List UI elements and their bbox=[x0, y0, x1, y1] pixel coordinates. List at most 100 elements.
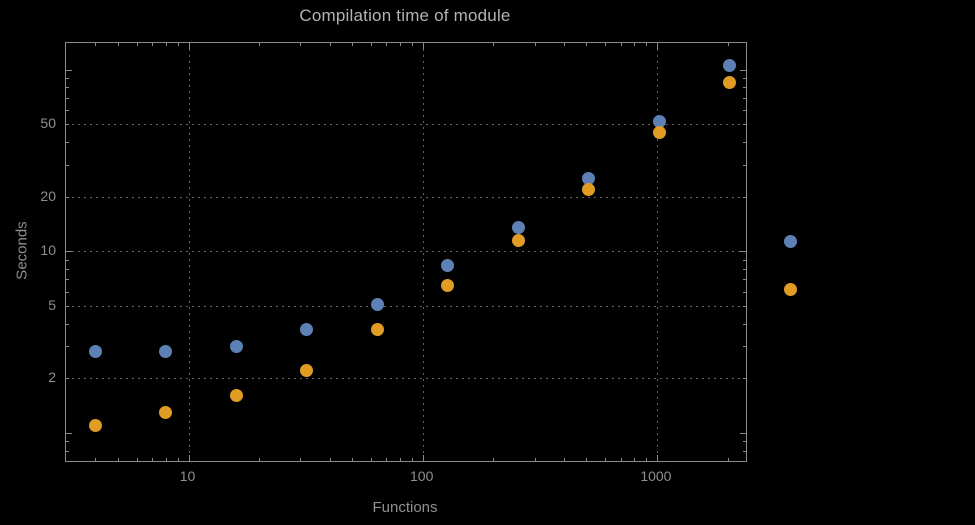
x-minor-tick bbox=[386, 43, 388, 46]
x-minor-tick bbox=[95, 43, 97, 46]
y-major-tick bbox=[66, 69, 72, 71]
x-minor-tick bbox=[95, 458, 97, 461]
data-point-orange-series bbox=[652, 126, 666, 139]
x-minor-tick bbox=[329, 43, 331, 46]
data-point-blue-series bbox=[511, 221, 525, 234]
gridline-y-50 bbox=[66, 124, 746, 126]
y-major-tick bbox=[740, 432, 746, 434]
gridline-y-20 bbox=[66, 196, 746, 198]
legend-marker-orange-series bbox=[784, 283, 797, 296]
y-minor-tick bbox=[743, 196, 746, 198]
y-minor-tick bbox=[66, 259, 69, 261]
data-point-blue-series bbox=[300, 323, 314, 337]
y-major-tick bbox=[66, 432, 72, 434]
y-minor-tick bbox=[66, 279, 69, 281]
y-minor-tick bbox=[743, 141, 746, 143]
y-minor-tick bbox=[66, 87, 69, 89]
x-minor-tick bbox=[370, 458, 372, 461]
data-point-orange-series bbox=[300, 364, 314, 378]
y-minor-tick bbox=[743, 164, 746, 166]
x-minor-tick bbox=[259, 458, 260, 461]
x-minor-tick bbox=[386, 458, 388, 461]
y-minor-tick bbox=[66, 378, 69, 380]
y-minor-tick bbox=[743, 346, 746, 348]
x-minor-tick bbox=[300, 458, 302, 461]
y-minor-tick bbox=[743, 291, 746, 293]
x-major-tick bbox=[422, 43, 424, 49]
y-tick-label: 50 bbox=[40, 115, 56, 132]
x-tick-label: 10 bbox=[179, 468, 196, 484]
y-minor-tick bbox=[743, 268, 746, 270]
y-minor-tick bbox=[743, 124, 746, 126]
x-minor-tick bbox=[727, 458, 729, 461]
y-minor-tick bbox=[66, 305, 69, 307]
y-tick-label: 5 bbox=[48, 296, 56, 313]
y-minor-tick bbox=[66, 141, 69, 143]
x-minor-tick bbox=[620, 43, 622, 46]
x-minor-tick bbox=[352, 43, 354, 46]
y-minor-tick bbox=[743, 109, 746, 111]
x-axis-label: Functions bbox=[372, 499, 438, 516]
x-minor-tick bbox=[493, 43, 495, 46]
x-minor-tick bbox=[634, 43, 636, 46]
x-major-tick bbox=[188, 43, 190, 49]
data-point-blue-series bbox=[229, 339, 243, 353]
data-point-orange-series bbox=[370, 323, 384, 337]
x-minor-tick bbox=[259, 43, 260, 46]
x-minor-tick bbox=[586, 458, 588, 461]
y-tick-label: 20 bbox=[40, 187, 56, 204]
y-minor-tick bbox=[66, 346, 69, 348]
x-minor-tick bbox=[165, 458, 167, 461]
x-minor-tick bbox=[118, 458, 119, 461]
x-minor-tick bbox=[177, 43, 179, 46]
x-minor-tick bbox=[727, 43, 729, 46]
x-minor-tick bbox=[400, 43, 401, 46]
y-major-tick bbox=[740, 69, 746, 71]
x-minor-tick bbox=[370, 43, 372, 46]
x-minor-tick bbox=[412, 458, 413, 461]
x-minor-tick bbox=[646, 458, 648, 461]
y-minor-tick bbox=[743, 441, 746, 443]
x-minor-tick bbox=[136, 43, 138, 46]
y-minor-tick bbox=[66, 461, 69, 462]
plot-area bbox=[65, 42, 747, 462]
data-point-orange-series bbox=[229, 389, 243, 403]
data-point-blue-series bbox=[370, 297, 384, 311]
x-minor-tick bbox=[605, 458, 606, 461]
y-minor-tick bbox=[743, 461, 746, 462]
x-minor-tick bbox=[329, 458, 331, 461]
data-point-blue-series bbox=[88, 345, 102, 359]
x-minor-tick bbox=[136, 458, 138, 461]
x-minor-tick bbox=[493, 458, 495, 461]
y-axis-label: Seconds bbox=[13, 221, 31, 280]
x-minor-tick bbox=[563, 43, 565, 46]
y-minor-tick bbox=[743, 305, 746, 307]
y-minor-tick bbox=[743, 97, 746, 99]
x-minor-tick bbox=[118, 43, 119, 46]
x-major-tick bbox=[422, 455, 424, 461]
y-major-tick bbox=[66, 251, 72, 253]
y-tick-label: 2 bbox=[48, 369, 56, 386]
data-point-blue-series bbox=[652, 114, 666, 128]
y-minor-tick bbox=[66, 450, 69, 452]
y-minor-tick bbox=[743, 450, 746, 452]
y-minor-tick bbox=[743, 279, 746, 281]
x-minor-tick bbox=[300, 43, 302, 46]
chart-title: Compilation time of module bbox=[299, 6, 511, 25]
y-minor-tick bbox=[66, 109, 69, 111]
data-point-orange-series bbox=[441, 278, 455, 292]
y-minor-tick bbox=[743, 378, 746, 380]
x-major-tick bbox=[656, 43, 658, 49]
x-minor-tick bbox=[563, 458, 565, 461]
y-minor-tick bbox=[66, 97, 69, 99]
x-major-tick bbox=[188, 455, 190, 461]
data-point-blue-series bbox=[582, 172, 596, 186]
y-minor-tick bbox=[66, 323, 69, 325]
data-point-orange-series bbox=[582, 182, 596, 196]
y-minor-tick bbox=[743, 77, 746, 79]
gridline-y-5 bbox=[66, 305, 746, 307]
y-minor-tick bbox=[743, 87, 746, 89]
x-tick-label: 1000 bbox=[640, 468, 672, 484]
y-minor-tick bbox=[66, 124, 69, 126]
